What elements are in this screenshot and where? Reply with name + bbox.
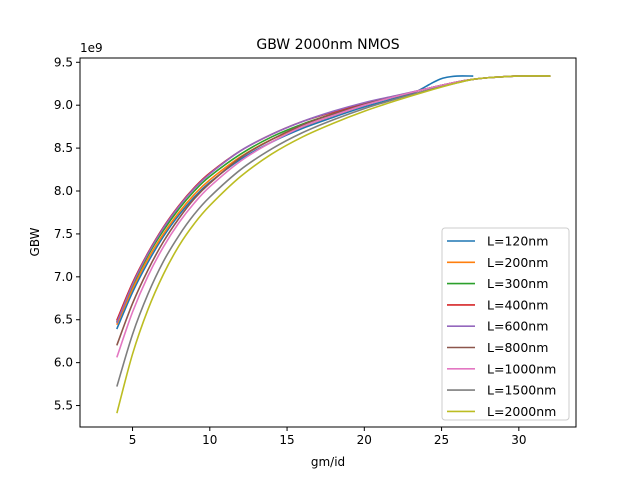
legend-label-l-300nm: L=300nm [487, 276, 548, 291]
x-tick-label: 10 [202, 433, 217, 447]
legend-label-l-120nm: L=120nm [487, 234, 548, 249]
legend-label-l-1000nm: L=1000nm [487, 361, 556, 376]
x-tick-label: 15 [279, 433, 294, 447]
y-tick-label: 5.5 [54, 399, 73, 413]
y-tick-label: 8.0 [54, 184, 73, 198]
y-tick-label: 8.5 [54, 141, 73, 155]
x-axis-ticks: 5 10 15 20 25 30 [129, 427, 526, 447]
y-tick-label: 6.0 [54, 356, 73, 370]
x-axis-label: gm/id [311, 455, 345, 469]
legend-label-l-400nm: L=400nm [487, 297, 548, 312]
y-axis-ticks: 5.5 6.0 6.5 7.0 7.5 8.0 8.5 9.0 9.5 [54, 55, 80, 413]
legend-label-l-200nm: L=200nm [487, 255, 548, 270]
series-line-l-120nm [116, 75, 474, 330]
axes-frame [79, 57, 577, 428]
y-tick-label: 7.5 [54, 227, 73, 241]
x-tick-label: 20 [357, 433, 372, 447]
x-tick-label: 5 [129, 433, 137, 447]
y-tick-label: 9.5 [54, 55, 73, 69]
legend-label-l-2000nm: L=2000nm [487, 404, 556, 419]
x-tick-label: 25 [434, 433, 449, 447]
legend-label-l-1500nm: L=1500nm [487, 383, 556, 398]
legend: L=120nm L=200nm L=300nm L=400nm L=600nm L=800… [441, 227, 570, 421]
series-line-l-2000nm [116, 75, 551, 414]
y-tick-label: 6.5 [54, 313, 73, 327]
y-tick-label: 7.0 [54, 270, 73, 284]
chart-title: GBW 2000nm NMOS [256, 37, 399, 53]
legend-label-l-800nm: L=800nm [487, 340, 548, 355]
series-layer [116, 75, 551, 414]
x-tick-label: 30 [511, 433, 526, 447]
legend-box [441, 227, 570, 421]
y-offset-label: 1e9 [80, 41, 103, 55]
y-axis-label: GBW [28, 227, 42, 256]
legend-label-l-600nm: L=600nm [487, 319, 548, 334]
y-tick-label: 9.0 [54, 98, 73, 112]
